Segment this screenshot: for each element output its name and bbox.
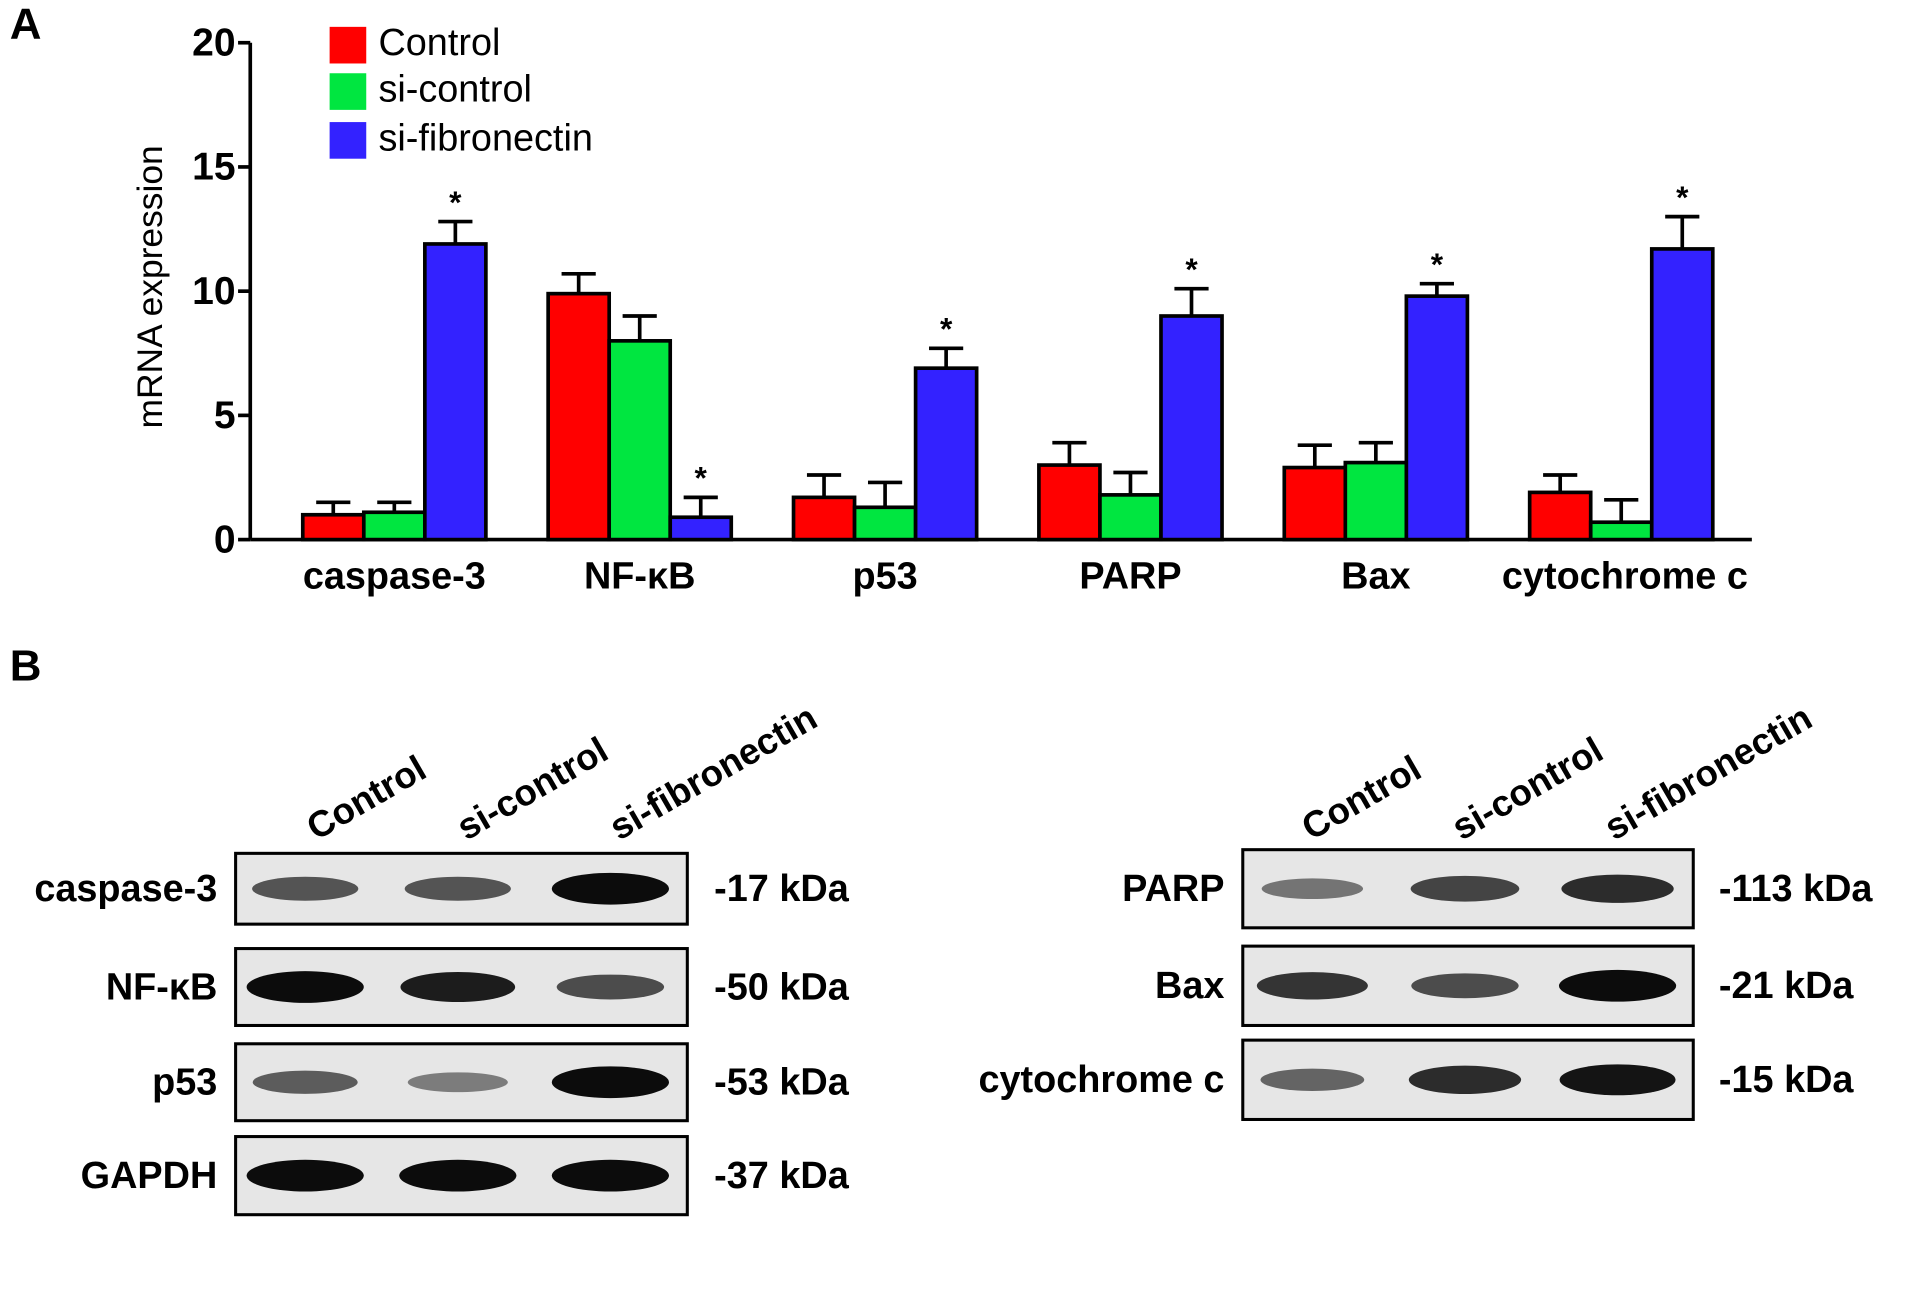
blot-band [399,1159,517,1192]
protein-label: caspase-3 [34,868,217,910]
significance-mark: * [1676,179,1689,215]
bar [361,510,427,542]
blot-band [400,972,516,1003]
blot-band [1559,1064,1676,1096]
bar [1649,247,1715,542]
bar [1037,463,1102,542]
bar [668,515,734,542]
bar [423,242,488,542]
x-tick-label: Bax [1341,556,1410,598]
size-label: -53 kDa [714,1062,850,1104]
bar [607,339,673,542]
lane-label: si-fibronectin [1597,696,1818,847]
legend-swatch [329,122,367,159]
bar [546,291,612,542]
legend-label: si-fibronectin [378,117,592,159]
legend-swatch [329,26,367,64]
panel-label: B [10,642,42,691]
protein-label: Bax [1155,965,1224,1007]
legend-label: si-control [378,69,531,111]
blot-band [1260,1068,1365,1091]
size-label: -17 kDa [714,868,850,910]
blot-band [1408,1065,1522,1094]
significance-mark: * [449,184,462,220]
legend-swatch [329,73,367,110]
blot-band [1558,969,1677,1002]
significance-mark: * [1431,246,1444,282]
blot-band [1561,874,1674,903]
blot-band [1256,972,1368,1000]
y-tick-label: 20 [192,21,235,64]
bar [913,366,979,542]
y-tick-label: 10 [192,270,235,313]
blot-band [551,1159,670,1192]
protein-label: GAPDH [81,1155,218,1197]
size-label: -15 kDa [1719,1059,1855,1101]
y-tick-label: 15 [192,146,235,189]
bar [1527,490,1593,542]
y-tick-label: 5 [214,394,236,437]
blot-band [551,1066,670,1099]
lane-label: Control [1295,747,1428,848]
x-tick-label: caspase-3 [303,556,486,598]
x-tick-label: p53 [852,556,917,598]
protein-label: NF-κB [106,966,217,1008]
size-label: -113 kDa [1719,868,1873,910]
lane-label: si-control [1445,729,1610,848]
bar [791,495,857,542]
significance-mark: * [1185,251,1198,287]
protein-label: p53 [152,1062,217,1104]
legend-label: Control [378,22,500,64]
blot-band [556,974,665,1000]
protein-label: PARP [1122,868,1224,910]
bar [852,505,918,542]
protein-label: cytochrome c [978,1059,1224,1101]
panel-label: A [10,0,42,48]
lane-label: Control [300,747,433,848]
blot-band [252,876,359,901]
significance-mark: * [695,460,708,496]
bar [1404,294,1470,542]
x-tick-label: cytochrome c [1502,556,1748,598]
lane-label: si-control [450,729,615,848]
blot-band [252,1070,358,1094]
bar [1588,520,1654,542]
significance-mark: * [940,311,953,347]
blot-band [1261,878,1364,900]
blot-band [404,876,511,901]
size-label: -37 kDa [714,1155,850,1197]
bar [1343,460,1409,542]
blot-band [246,971,364,1003]
size-label: -21 kDa [1719,965,1855,1007]
x-tick-label: PARP [1079,556,1181,598]
blot-band [246,1159,364,1192]
size-label: -50 kDa [714,966,850,1008]
blot-band [407,1072,508,1093]
y-axis-label: mRNA expression [130,145,170,428]
bar [1282,465,1348,542]
bar [1098,493,1163,542]
bar [300,512,366,542]
y-tick-label: 0 [214,518,236,561]
blot-band [551,872,670,905]
x-tick-label: NF-κB [584,556,695,598]
lane-label: si-fibronectin [602,696,823,847]
blot-band [1411,973,1519,999]
blot-band [1410,875,1520,902]
bar [1159,314,1224,542]
